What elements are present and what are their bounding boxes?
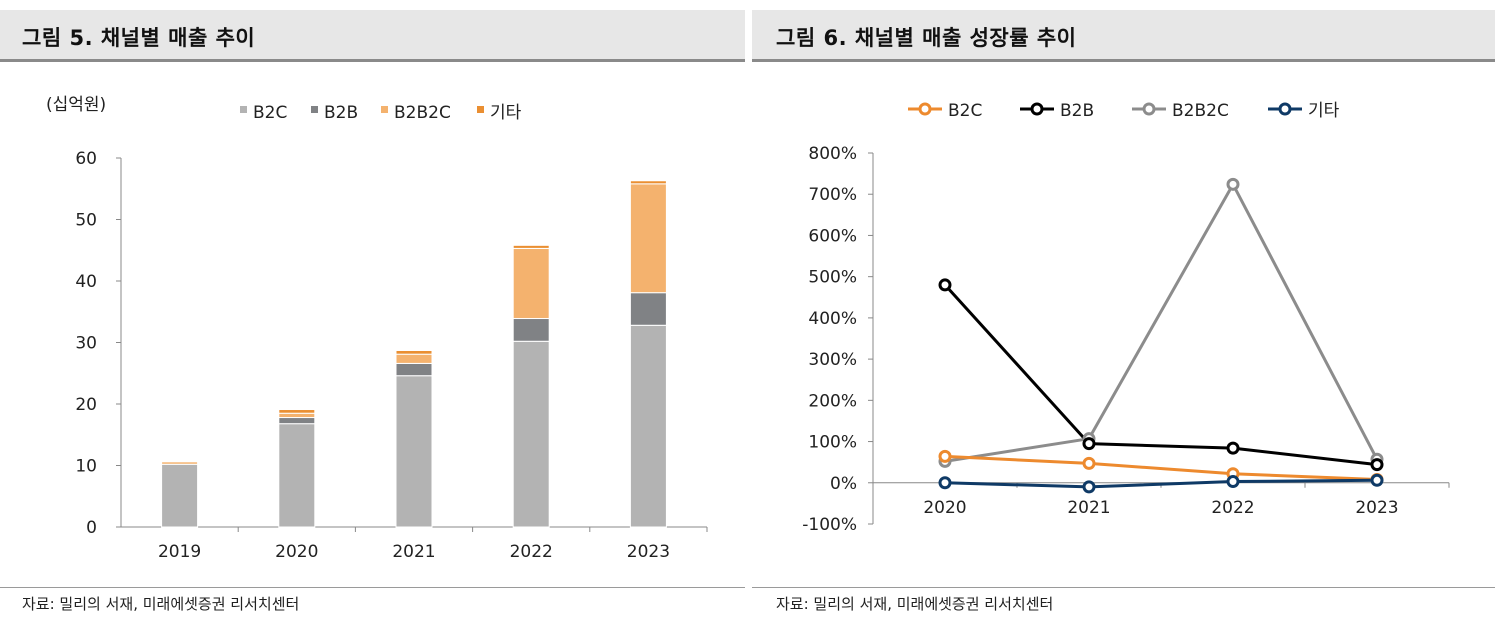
legend-marker-b2c xyxy=(918,102,932,116)
right-source-note: 자료: 밀리의 서재, 미래에셋증권 리서치센터 xyxy=(776,595,1054,613)
series-line-기타 xyxy=(944,478,1378,489)
series-line-b2b2c xyxy=(944,182,1379,463)
point-b2b-2020 xyxy=(938,278,952,292)
bar-b2b2c-2021 xyxy=(395,353,433,364)
x-tick-label: 2021 xyxy=(1067,498,1110,518)
growth-line-chart: B2C B2B B2B2C 기타 800% 700% 600% 500% 400% 300% 200… xyxy=(802,101,1450,535)
left-chart-panel: 그림 5. 채널별 매출 추이 (십억원) B2C B2B B2B2C 기타 0 10 20 3… xyxy=(0,0,745,624)
legend-swatch-b2c xyxy=(240,106,247,113)
y-tick-label: 50 xyxy=(75,211,97,231)
left-source-divider xyxy=(0,587,745,588)
x-tick-label: 2022 xyxy=(1211,498,1254,518)
bar-b2c-2023 xyxy=(629,324,667,528)
x-tick-label: 2020 xyxy=(923,498,966,518)
legend-marker-b2b xyxy=(1030,102,1044,116)
bar-b2b-2022 xyxy=(512,318,550,342)
y-tick-label: 10 xyxy=(75,457,97,477)
y-tick-label: -100% xyxy=(802,515,857,535)
left-source-note: 자료: 밀리의 서재, 미래에셋증권 리서치센터 xyxy=(22,595,300,613)
bar-기타-2022 xyxy=(512,244,550,249)
point-b2b2c-2022 xyxy=(1226,177,1240,191)
y-tick-label: 700% xyxy=(808,185,857,205)
legend-label-b2b: B2B xyxy=(324,103,358,123)
legend-swatch-b2b2c xyxy=(381,106,388,113)
y-tick-label: 600% xyxy=(808,226,857,246)
bar-기타-2021 xyxy=(395,349,433,355)
y-tick-label: 0% xyxy=(830,474,857,494)
bar-b2c-2019 xyxy=(161,463,199,528)
left-chart-title: 그림 5. 채널별 매출 추이 xyxy=(22,26,256,50)
y-tick-label: 400% xyxy=(808,309,857,329)
legend-label-기타: 기타 xyxy=(490,103,522,123)
y-tick-label: 800% xyxy=(808,144,857,164)
y-tick-label: 500% xyxy=(808,268,857,288)
bar-기타-2023 xyxy=(629,180,667,185)
bar-b2c-2022 xyxy=(512,340,550,528)
legend-swatch-기타 xyxy=(477,106,484,113)
y-tick-label: 40 xyxy=(75,272,97,292)
point-b2c-2020 xyxy=(938,449,952,463)
bar-b2b-2020 xyxy=(278,417,316,425)
point-기타-2023 xyxy=(1370,473,1384,487)
right-title-bar: 그림 6. 채널별 매출 성장률 추이 xyxy=(752,10,1495,62)
point-b2c-2021 xyxy=(1082,456,1096,470)
right-chart-panel: 그림 6. 채널별 매출 성장률 추이 B2C B2B B2B2C 기타 800% 700… xyxy=(752,0,1495,624)
legend-label-b2c: B2C xyxy=(948,101,982,121)
series-line-b2c xyxy=(944,454,1378,481)
y-tick-label: 0 xyxy=(86,518,97,538)
bar-b2b2c-2022 xyxy=(512,247,550,320)
bar-b2b2c-2023 xyxy=(629,183,667,294)
y-tick-label: 30 xyxy=(75,334,97,354)
bar-b2b2c-2019 xyxy=(161,461,199,465)
legend-label-b2c: B2C xyxy=(253,103,287,123)
y-tick-label: 20 xyxy=(75,395,97,415)
y-tick-label: 300% xyxy=(808,350,857,370)
point-b2b-2022 xyxy=(1226,441,1240,455)
bar-b2b2c-2020 xyxy=(278,412,316,419)
point-b2b-2023 xyxy=(1370,458,1384,472)
right-chart-title: 그림 6. 채널별 매출 성장률 추이 xyxy=(776,26,1077,50)
bar-b2c-2021 xyxy=(395,375,433,528)
x-tick-label: 2021 xyxy=(392,542,435,562)
legend-label-b2b2c: B2B2C xyxy=(1172,101,1229,121)
legend-label-b2b2c: B2B2C xyxy=(394,103,451,123)
point-기타-2020 xyxy=(938,476,952,490)
legend-swatch-b2b xyxy=(311,106,318,113)
left-title-bar: 그림 5. 채널별 매출 추이 xyxy=(0,10,745,62)
y-tick-label: 100% xyxy=(808,433,857,453)
legend-marker-기타 xyxy=(1278,102,1292,116)
bar-b2b-2023 xyxy=(629,292,667,326)
point-기타-2021 xyxy=(1082,480,1096,494)
right-source-divider xyxy=(752,587,1495,588)
series-line-b2b xyxy=(943,283,1378,467)
legend-marker-b2b2c xyxy=(1142,102,1156,116)
bar-b2b-2021 xyxy=(395,362,433,377)
x-tick-label: 2023 xyxy=(627,542,670,562)
y-tick-label: 200% xyxy=(808,391,857,411)
y-unit-label: (십억원) xyxy=(46,95,106,115)
legend-label-기타: 기타 xyxy=(1308,101,1340,121)
bar-b2c-2020 xyxy=(278,423,316,528)
x-tick-label: 2023 xyxy=(1355,498,1398,518)
bar-기타-2020 xyxy=(278,409,316,414)
x-tick-label: 2020 xyxy=(275,542,318,562)
point-기타-2022 xyxy=(1226,475,1240,489)
x-tick-label: 2022 xyxy=(510,542,553,562)
stacked-bar-chart: (십억원) B2C B2B B2B2C 기타 0 10 20 30 40 50 60 2019 2020 2… xyxy=(46,95,708,562)
legend-label-b2b: B2B xyxy=(1060,101,1094,121)
x-tick-label: 2019 xyxy=(158,542,201,562)
y-tick-label: 60 xyxy=(75,149,97,169)
point-b2b-2021 xyxy=(1082,437,1096,451)
